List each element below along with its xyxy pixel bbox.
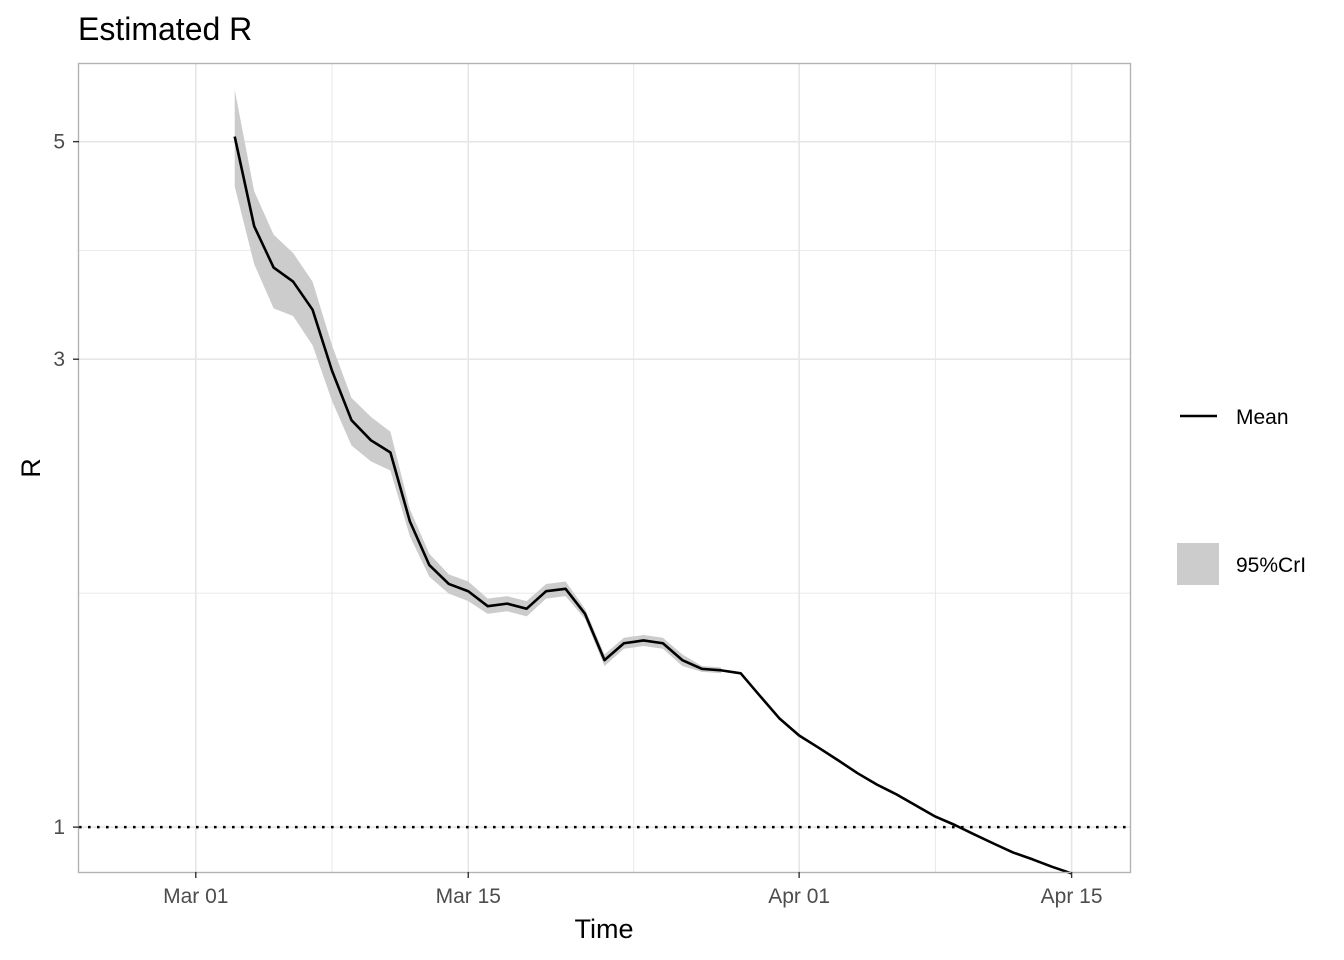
y-axis: 1 3 5 <box>53 131 79 839</box>
legend: Mean 95%CrI <box>1177 406 1306 585</box>
legend-crl-key <box>1177 543 1219 585</box>
crl-band <box>234 89 722 674</box>
x-axis: Mar 01 Mar 15 Apr 01 Apr 15 <box>163 872 1103 908</box>
x-tick-label: Apr 01 <box>768 885 830 908</box>
mean-line-layer <box>79 136 1130 875</box>
grid-lines <box>79 64 1130 872</box>
y-axis-title: R <box>16 458 46 478</box>
legend-crl-label: 95%CrI <box>1236 554 1306 577</box>
y-tick-label: 5 <box>53 131 65 154</box>
chart-title: Estimated R <box>78 11 252 47</box>
mean-line <box>233 136 1073 875</box>
y-tick-label: 3 <box>53 348 65 371</box>
panel-border <box>77 62 1132 874</box>
y-tick-label: 1 <box>53 816 65 839</box>
x-tick-label: Apr 15 <box>1041 885 1103 908</box>
legend-mean-label: Mean <box>1236 406 1289 429</box>
crl-band-layer <box>234 89 722 674</box>
x-tick-label: Mar 15 <box>436 885 501 908</box>
x-tick-label: Mar 01 <box>163 885 228 908</box>
x-axis-title: Time <box>575 914 634 944</box>
